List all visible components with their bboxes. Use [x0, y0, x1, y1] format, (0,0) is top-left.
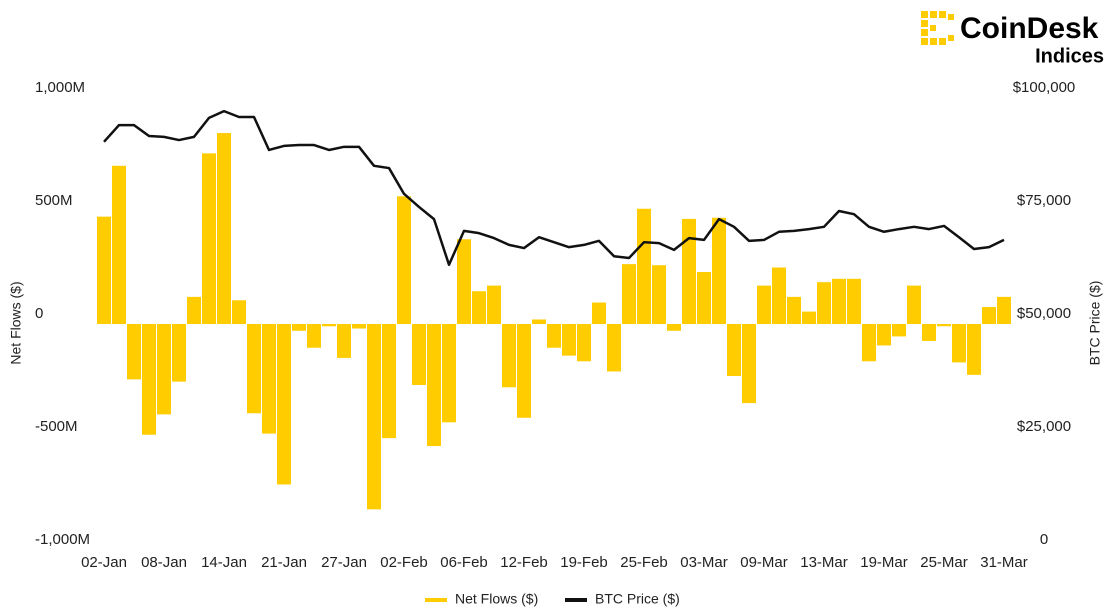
bar	[817, 282, 831, 324]
bar	[577, 324, 591, 362]
x-tick-label: 27-Jan	[321, 554, 367, 571]
x-tick-label: 21-Jan	[261, 554, 307, 571]
x-tick-label: 06-Feb	[440, 554, 488, 571]
legend-label: BTC Price ($)	[595, 591, 680, 607]
bar	[697, 272, 711, 324]
bar	[277, 324, 291, 485]
bar	[517, 324, 531, 418]
y2-tick-label: $25,000	[1017, 418, 1071, 435]
bar	[832, 278, 846, 324]
y2-axis-title: BTC Price ($)	[1087, 281, 1103, 366]
bar	[397, 196, 411, 324]
price-line	[103, 109, 1005, 267]
bar	[667, 324, 681, 331]
bar	[337, 324, 351, 358]
bar	[982, 307, 996, 324]
bar	[367, 324, 381, 510]
bar	[232, 300, 246, 324]
bar	[952, 324, 966, 363]
logo-product: Indices	[1035, 45, 1104, 67]
bar	[652, 265, 666, 324]
bar	[202, 153, 216, 324]
y-tick-label: -500M	[35, 418, 78, 435]
bar	[487, 285, 501, 324]
bar	[742, 324, 756, 404]
bar	[262, 324, 276, 434]
bar	[427, 324, 441, 447]
y2-tick-label: $75,000	[1017, 192, 1071, 209]
y-tick-label: -1,000M	[35, 531, 90, 548]
x-tick-label: 25-Feb	[620, 554, 668, 571]
bar	[112, 165, 126, 324]
bar	[847, 278, 861, 324]
bar	[637, 208, 651, 324]
bar	[877, 324, 891, 346]
x-tick-label: 09-Mar	[740, 554, 788, 571]
x-tick-label: 02-Feb	[380, 554, 428, 571]
x-tick-label: 25-Mar	[920, 554, 968, 571]
bar	[787, 296, 801, 324]
bar	[142, 324, 156, 435]
bar	[157, 324, 171, 415]
x-tick-label: 03-Mar	[680, 554, 728, 571]
bar	[757, 285, 771, 324]
bar	[547, 324, 561, 348]
bar	[532, 319, 546, 324]
bar	[937, 324, 951, 327]
bar	[907, 285, 921, 324]
x-tick-label: 14-Jan	[201, 554, 247, 571]
y2-tick-label: $50,000	[1017, 305, 1071, 322]
bar	[97, 216, 111, 324]
bar	[562, 324, 576, 356]
bar	[412, 324, 426, 386]
bar	[862, 324, 876, 362]
bar	[967, 324, 981, 375]
bar	[712, 217, 726, 324]
y2-tick-label: $100,000	[1013, 79, 1076, 96]
bar	[802, 311, 816, 324]
y-axis-title: Net Flows ($)	[8, 281, 24, 364]
bar	[382, 324, 396, 439]
x-tick-label: 08-Jan	[141, 554, 187, 571]
logo-icon	[921, 11, 954, 45]
bar	[187, 296, 201, 324]
bar	[442, 324, 456, 423]
bar	[682, 218, 696, 324]
bar	[472, 291, 486, 324]
bar	[607, 324, 621, 372]
bar	[127, 324, 141, 380]
logo-name: CoinDesk	[960, 12, 1099, 45]
x-tick-label: 12-Feb	[500, 554, 548, 571]
bar	[217, 133, 231, 324]
x-tick-label: 13-Mar	[800, 554, 848, 571]
bar	[247, 324, 261, 414]
legend-label: Net Flows ($)	[455, 591, 538, 607]
bar	[727, 324, 741, 376]
bar	[322, 324, 336, 327]
bar	[172, 324, 186, 382]
bar	[292, 324, 306, 331]
bar	[307, 324, 321, 348]
bar	[997, 296, 1011, 324]
x-tick-label: 19-Mar	[860, 554, 908, 571]
y-tick-label: 1,000M	[35, 79, 85, 96]
bar	[772, 267, 786, 324]
y2-tick-label: 0	[1040, 531, 1048, 548]
bar	[622, 264, 636, 324]
x-tick-label: 19-Feb	[560, 554, 608, 571]
bar	[502, 324, 516, 388]
bar	[457, 239, 471, 324]
x-tick-label: 02-Jan	[81, 554, 127, 571]
y-tick-label: 500M	[35, 192, 73, 209]
bar	[922, 324, 936, 341]
x-tick-label: 31-Mar	[980, 554, 1028, 571]
bar	[352, 324, 366, 329]
y-tick-label: 0	[35, 305, 43, 322]
bar	[592, 302, 606, 324]
bar	[892, 324, 906, 337]
